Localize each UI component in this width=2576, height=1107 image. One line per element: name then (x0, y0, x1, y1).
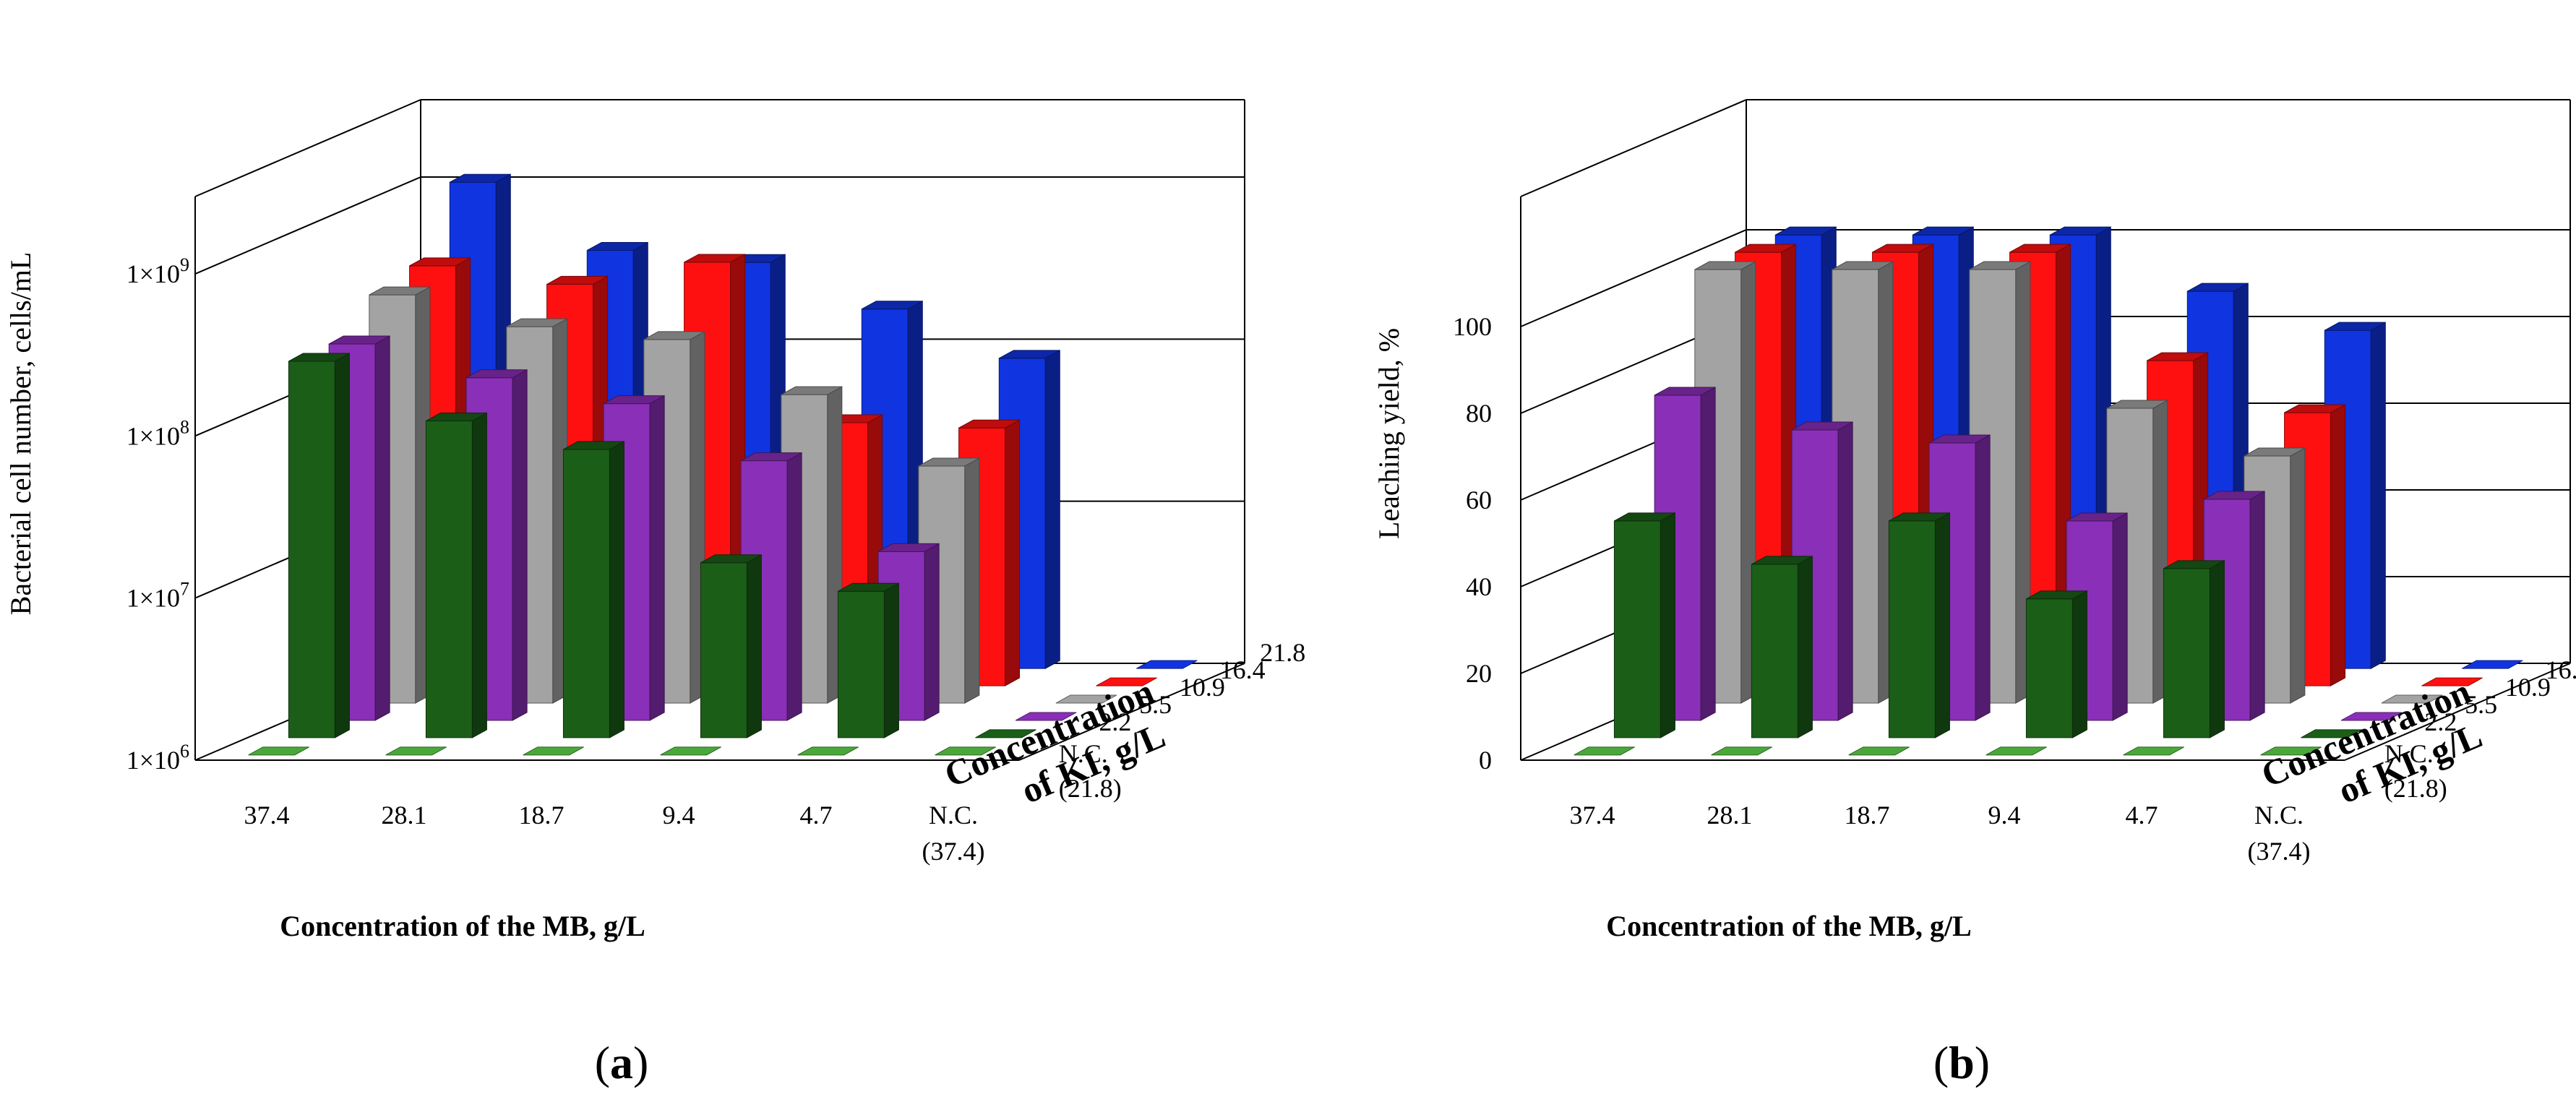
bar (425, 412, 487, 738)
bar-floor-tile (1096, 677, 1157, 686)
bar-floor-tile (935, 746, 996, 756)
bar-floor-tile (660, 746, 721, 756)
y-axis-title: Bacterial cell number, cells/mL (4, 252, 37, 616)
y-tick-label: 0 (1479, 746, 1492, 775)
x-tick-label: 4.7 (800, 801, 833, 830)
bar (700, 554, 762, 738)
x-tick-label: 18.7 (1845, 801, 1890, 830)
x-tick-label: 18.7 (519, 801, 564, 830)
bar-floor-tile (1055, 694, 1117, 704)
bar-floor-tile (385, 746, 447, 756)
bar-floor-tile (248, 746, 309, 756)
y-tick-label: 80 (1466, 399, 1492, 428)
bar (288, 353, 350, 738)
z-tick-label: 2.2 (1099, 707, 1131, 736)
bar (1613, 512, 1675, 738)
bar (1888, 512, 1950, 738)
z-tick-label: 2.2 (2424, 707, 2457, 736)
bar-floor-tile (1985, 746, 2047, 756)
bar (562, 441, 624, 738)
bar (2163, 560, 2225, 738)
z-tick-label: 16.4 (1220, 655, 1266, 684)
x-axis-title: Concentration of the MB, g/L (280, 910, 645, 942)
bar (740, 452, 802, 721)
x-axis-title: Concentration of the MB, g/L (1606, 910, 1972, 942)
x-tick-label: 37.4 (1570, 801, 1615, 830)
z-tick-label: N.C. (21.8) (2384, 739, 2447, 803)
y-tick-label: 20 (1466, 659, 1492, 688)
bar-floor-tile (2340, 712, 2403, 721)
panel-a-chart: 1×106 1×107 1×108 1×109 Bacterial cell numbe… (4, 99, 1305, 942)
gridline-side (1520, 229, 1747, 327)
z-tick-label: 5.5 (2465, 690, 2497, 719)
panel-b-label: (b) (1933, 1037, 1990, 1088)
z-tick-label: 21.8 (1260, 638, 1305, 667)
y-tick-label: 40 (1466, 572, 1492, 601)
bar (2025, 590, 2087, 738)
x-tick-label: N.C. (37.4) (922, 801, 985, 866)
bar (837, 582, 899, 738)
bar-floor-tile (2381, 694, 2443, 704)
y-tick-label: 1×109 (126, 254, 189, 288)
bar-floor-tile (523, 746, 584, 756)
z-tick-label: 10.9 (1180, 673, 1225, 702)
x-tick-label: 4.7 (2126, 801, 2158, 830)
bar-floor-tile (1711, 746, 1772, 756)
x-tick-label: 37.4 (244, 801, 290, 830)
x-tick-label: 28.1 (382, 801, 427, 830)
bar-floor-tile (1015, 712, 1077, 721)
bar-floor-tile (797, 746, 859, 756)
x-tick-label: 9.4 (1988, 801, 2021, 830)
y-tick-label: 1×108 (126, 416, 189, 450)
x-tick-label: 9.4 (663, 801, 695, 830)
y-tick-label: 1×107 (126, 579, 189, 613)
panel-b-chart: 0 20 40 60 80 100 Leaching yield, % 37.4 28.1 18.… (1373, 99, 2576, 942)
bar-floor-tile (1573, 746, 1635, 756)
z-tick-label: 16.4 (2546, 655, 2576, 684)
gridline-side (194, 176, 421, 275)
bar-floor-tile (2462, 660, 2523, 669)
z-tick-label: 10.9 (2505, 673, 2551, 702)
bar-floor-tile (975, 729, 1036, 738)
bar-floor-tile (1136, 660, 1198, 669)
bar-floor-tile (2301, 729, 2362, 738)
z-tick-label: 5.5 (1139, 690, 1172, 719)
panel-a-label: (a) (595, 1037, 649, 1088)
bar (1751, 556, 1813, 738)
y-axis-title: Leaching yield, % (1373, 328, 1405, 539)
y-tick-label: 60 (1466, 486, 1492, 514)
bar-floor-tile (1848, 746, 1910, 756)
y-tick-label: 1×106 (126, 741, 189, 775)
x-tick-label: N.C. (37.4) (2248, 801, 2311, 866)
y-tick-label: 100 (1453, 312, 1492, 341)
bar-floor-tile (2421, 677, 2483, 686)
z-tick-label: N.C. (21.8) (1059, 739, 1122, 803)
bar-floor-tile (2260, 746, 2322, 756)
x-tick-label: 28.1 (1707, 801, 1753, 830)
bar-floor-tile (2123, 746, 2184, 756)
